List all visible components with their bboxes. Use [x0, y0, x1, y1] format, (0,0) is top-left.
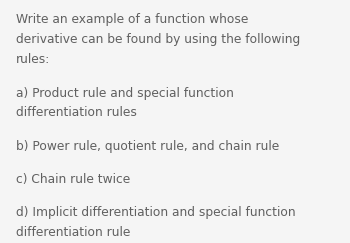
Text: differentiation rules: differentiation rules: [16, 106, 136, 119]
Text: d) Implicit differentiation and special function: d) Implicit differentiation and special …: [16, 206, 295, 219]
Text: a) Product rule and special function: a) Product rule and special function: [16, 87, 234, 99]
Text: derivative can be found by using the following: derivative can be found by using the fol…: [16, 33, 300, 46]
Text: rules:: rules:: [16, 53, 50, 66]
Text: b) Power rule, quotient rule, and chain rule: b) Power rule, quotient rule, and chain …: [16, 140, 279, 153]
Text: Write an example of a function whose: Write an example of a function whose: [16, 13, 248, 26]
Text: c) Chain rule twice: c) Chain rule twice: [16, 173, 130, 186]
Text: differentiation rule: differentiation rule: [16, 226, 130, 239]
